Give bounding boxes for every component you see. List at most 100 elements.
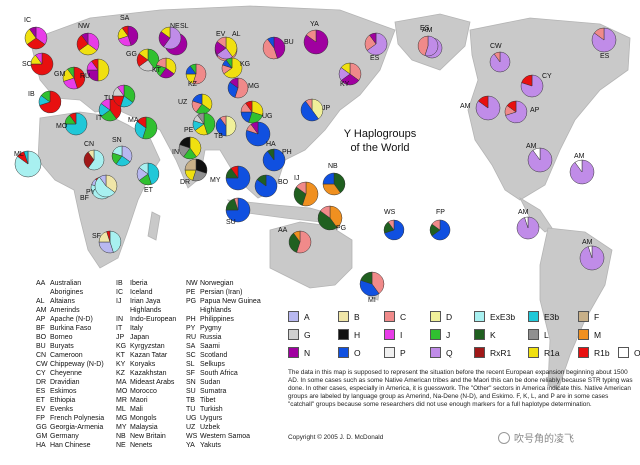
abbreviation-name: Scotland [200, 352, 228, 359]
pie-label: IN [172, 149, 179, 156]
legend-swatch [338, 329, 349, 340]
pie-slice-exe3b [109, 230, 122, 253]
legend-label: C [400, 311, 407, 322]
abbreviation-name: Pygmy [200, 325, 222, 332]
abbreviation-name: Selkups [200, 361, 225, 368]
pie-label: PH [282, 149, 292, 156]
pie-slice-other [574, 159, 583, 173]
pie-slice-c [319, 205, 331, 219]
pie-slice-r1b [136, 116, 147, 129]
pie-ml: ML [14, 150, 42, 178]
pie-slice-c [349, 62, 362, 81]
pie-slice-r1b [521, 74, 533, 87]
pie-slice-c [219, 115, 227, 127]
abbreviation-code: RU [186, 334, 197, 341]
legend-item-m: M [578, 329, 601, 340]
pie-slice-j [40, 90, 51, 103]
pie-ic: IC [24, 17, 48, 50]
pie-label: ES [600, 53, 610, 60]
pie-slice-o [225, 197, 251, 223]
pie-slice-j [203, 112, 216, 135]
abbreviation-code: IT [116, 325, 123, 332]
pie-ha: HA [245, 121, 276, 148]
abbreviation-code: TU [186, 406, 196, 413]
pie-slice-j [123, 84, 136, 103]
abbreviation-name: Mongols [130, 415, 157, 422]
pie-slice-k [317, 210, 338, 231]
abbreviation-row: KZ Kazakhstan [116, 369, 176, 378]
pie-slice-r1a [201, 93, 213, 111]
abbreviation-row: SA Saami [186, 342, 261, 351]
pie-sc: SC [22, 52, 54, 76]
abbreviation-name: Italy [130, 325, 143, 332]
pie-slice-b [105, 174, 118, 193]
legend-swatch [430, 347, 441, 358]
abbreviation-code: SL [186, 361, 195, 368]
abbreviation-name: Amerinds [50, 307, 80, 314]
pie-slice-e3b [23, 150, 29, 165]
legend-item-l: L [528, 329, 549, 340]
pie-slice-c [262, 38, 278, 60]
pie-label: BO [278, 179, 289, 186]
pie-label: RU [80, 73, 90, 80]
abbreviation-code: AA [36, 280, 46, 287]
pie-label: ET [144, 187, 154, 194]
abbreviation-row: UZ Uzbek [186, 423, 261, 432]
pie-slice-exe3b [94, 176, 116, 198]
pie-slice-n [164, 32, 188, 56]
abbreviation-name: French Polynesia [50, 415, 105, 422]
pie-slice-f [184, 158, 197, 171]
pie-slice-d [225, 115, 237, 137]
abbreviation-name: Iberia [130, 280, 148, 287]
abbreviation-row: EV Evenks [36, 405, 104, 414]
pie-slice-r1b [73, 66, 86, 89]
pie-label: AP [530, 107, 540, 114]
abbreviation-name: Mali [130, 406, 143, 413]
pie-label: YA [310, 21, 319, 28]
abbreviation-name: Australian [50, 280, 82, 287]
pie-in: IN [172, 136, 202, 160]
legend-item-r1a: R1a [528, 347, 560, 358]
abbreviation-row: Highlands [116, 306, 176, 315]
pie-slice-i [35, 52, 43, 65]
pie-slice-r1b [91, 58, 99, 71]
pie-slice-l [197, 112, 205, 125]
pie-slice-i [87, 32, 100, 51]
abbreviation-code: AM [36, 307, 47, 314]
abbreviation-name: Kazakhstan [130, 370, 167, 377]
pie-slice-r1a [165, 57, 177, 75]
abbreviation-name: Eskimos [50, 388, 77, 395]
abbreviation-row: ML Mali [116, 405, 176, 414]
abbreviation-name: Uygurs [200, 415, 223, 422]
abbreviation-row: RU Russia [186, 333, 261, 342]
pie-label: ES [370, 55, 380, 62]
pie-label: WS [384, 209, 396, 216]
abbreviation-code: KY [116, 361, 126, 368]
abbreviation-code: MA [116, 379, 127, 386]
abbreviation-code: UG [186, 415, 197, 422]
abbreviation-name: Aborigines [50, 289, 84, 296]
abbreviation-row: ET Ethiopia [36, 396, 104, 405]
abbreviation-name: Cheyenne [50, 370, 82, 377]
abbreviation-row: CY Cheyenne [36, 369, 104, 378]
pie-ws: WS [383, 209, 405, 241]
abbreviation-name: Highlands [130, 307, 162, 314]
legend-item-p: P [384, 347, 406, 358]
watermark: 吹号角的凌飞 [498, 430, 574, 445]
pie-fp: FP [429, 209, 451, 241]
abbreviation-row: SL Selkups [186, 360, 261, 369]
abbreviation-code: KG [116, 343, 127, 350]
pie-label: SA [120, 15, 130, 22]
pie-slice-exe3b [138, 162, 149, 175]
pie-slice-o [300, 100, 319, 122]
pie-slice-r1a [97, 58, 110, 82]
legend-swatch [474, 347, 485, 358]
pie-pe: PE [184, 112, 216, 136]
abbreviation-code: IJ [116, 298, 122, 305]
pie-ya: YA [303, 21, 329, 55]
abbreviation-code: SA [186, 343, 196, 350]
abbreviation-name: Germany [50, 433, 79, 440]
abbreviation-code: ET [36, 397, 45, 404]
abbreviation-code: GM [36, 433, 48, 440]
